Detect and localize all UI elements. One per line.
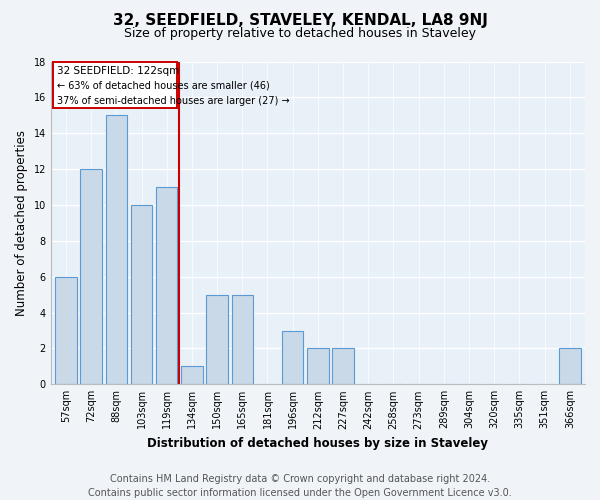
Bar (80, 169, 102, 384)
Bar (232, 294, 253, 384)
Text: 32 SEEDFIELD: 122sqm: 32 SEEDFIELD: 122sqm (56, 66, 179, 76)
Y-axis label: Number of detached properties: Number of detached properties (15, 130, 28, 316)
Bar (131, 205, 152, 384)
X-axis label: Distribution of detached houses by size in Staveley: Distribution of detached houses by size … (148, 437, 488, 450)
Bar (55, 276, 77, 384)
Text: 37% of semi-detached houses are larger (27) →: 37% of semi-detached houses are larger (… (56, 96, 289, 106)
Text: ← 63% of detached houses are smaller (46): ← 63% of detached houses are smaller (46… (56, 80, 269, 90)
Bar (307, 348, 329, 384)
Text: 32, SEEDFIELD, STAVELEY, KENDAL, LA8 9NJ: 32, SEEDFIELD, STAVELEY, KENDAL, LA8 9NJ (113, 12, 487, 28)
Bar (206, 294, 228, 384)
Bar (156, 187, 178, 384)
Bar (181, 366, 203, 384)
Bar (282, 330, 304, 384)
Bar (559, 348, 581, 384)
Text: Size of property relative to detached houses in Staveley: Size of property relative to detached ho… (124, 28, 476, 40)
Bar (332, 348, 354, 384)
Bar (106, 116, 127, 384)
Text: Contains HM Land Registry data © Crown copyright and database right 2024.
Contai: Contains HM Land Registry data © Crown c… (88, 474, 512, 498)
FancyBboxPatch shape (53, 62, 177, 108)
